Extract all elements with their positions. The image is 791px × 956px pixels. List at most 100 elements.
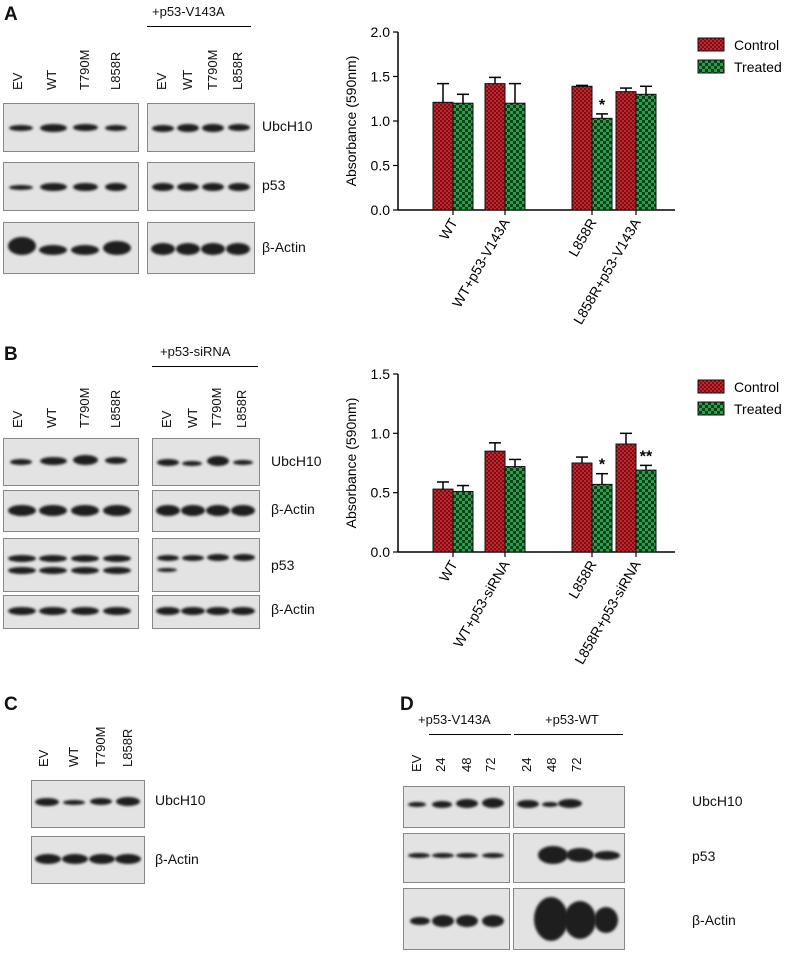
y-tick-label: 0.0 bbox=[371, 202, 391, 218]
bar-control bbox=[432, 101, 454, 211]
lane-label: L858R bbox=[108, 389, 123, 428]
blot-d-actin-left bbox=[403, 888, 510, 950]
blot-label-b-row3: p53 bbox=[271, 557, 295, 573]
bar-treated bbox=[504, 102, 526, 211]
blot-header-b: +p53-siRNA bbox=[160, 344, 231, 359]
significance-marker: * bbox=[599, 457, 606, 474]
blot-b-ubch10-right bbox=[152, 438, 260, 486]
blot-b-ubch10-left bbox=[3, 438, 139, 486]
lane-label: T790M bbox=[209, 387, 224, 428]
blot-label-c-row2: β-Actin bbox=[155, 851, 199, 867]
lane-label: L858R bbox=[234, 389, 249, 428]
lane-label: EV bbox=[154, 72, 169, 90]
blot-d-p53-left bbox=[403, 833, 510, 883]
bar-chart-b: 0.0 0.5 1.0 1.5 Absorbance (590nm) WTWT+p53-s… bbox=[343, 366, 782, 667]
significance-marker: ** bbox=[640, 448, 653, 465]
blot-header-a: +p53-V143A bbox=[152, 4, 225, 19]
blot-b-actin1-right bbox=[152, 490, 260, 532]
y-tick-label: 0.5 bbox=[371, 485, 391, 501]
blot-d-ubch10-left bbox=[403, 786, 510, 828]
blot-b-p53-right bbox=[152, 538, 260, 592]
blot-header-d-group1: +p53-V143A bbox=[418, 712, 491, 727]
blot-label-a-row2: p53 bbox=[262, 177, 286, 193]
lane-label: L858R bbox=[108, 51, 123, 90]
legend-label-treated: Treated bbox=[734, 401, 782, 417]
legend-label-treated: Treated bbox=[734, 59, 782, 75]
bar-treated bbox=[452, 490, 474, 553]
bar-treated bbox=[635, 469, 657, 553]
y-tick-label: 1.5 bbox=[371, 69, 391, 85]
x-tick-label: WT bbox=[436, 215, 461, 242]
blot-label-c-row1: UbcH10 bbox=[155, 792, 206, 808]
blot-d-p53-right bbox=[513, 833, 625, 883]
bar-control bbox=[571, 85, 593, 211]
bar-control bbox=[615, 443, 637, 553]
blot-d-actin-right bbox=[513, 888, 625, 950]
lane-label: T790M bbox=[93, 726, 108, 767]
lane-label: WT bbox=[185, 407, 200, 428]
y-tick-label: 2.0 bbox=[371, 24, 391, 40]
lane-label: EV bbox=[10, 72, 25, 90]
lane-label: WT bbox=[180, 69, 195, 90]
lane-label: 24 bbox=[519, 757, 534, 772]
bar-control bbox=[432, 488, 454, 553]
blot-a-actin-right bbox=[147, 222, 255, 274]
lane-label: L858R bbox=[230, 51, 245, 90]
blot-header-line-d-group1 bbox=[429, 734, 511, 735]
blot-label-b-row1: UbcH10 bbox=[271, 453, 322, 469]
bar-treated bbox=[591, 117, 613, 211]
x-tick-label: WT+p53-V143A bbox=[449, 215, 513, 310]
legend-swatch-control bbox=[697, 37, 725, 52]
y-tick-label: 1.5 bbox=[371, 366, 391, 382]
blot-label-b-row2: β-Actin bbox=[271, 501, 315, 517]
blot-a-ubch10-right bbox=[147, 103, 255, 152]
panel-letter-b: B bbox=[4, 344, 18, 365]
x-tick-label: L858R bbox=[565, 558, 599, 602]
blot-a-ubch10-left bbox=[3, 103, 139, 152]
blot-label-a-row3: β-Actin bbox=[262, 239, 306, 255]
panel-letter-d: D bbox=[400, 694, 414, 715]
blot-c-actin bbox=[31, 836, 145, 884]
lane-label: 24 bbox=[433, 757, 448, 772]
blot-a-p53-right bbox=[147, 162, 255, 211]
blot-label-d-row2: p53 bbox=[692, 848, 716, 864]
y-axis-label: Absorbance (590nm) bbox=[343, 56, 359, 187]
significance-marker: * bbox=[599, 97, 606, 114]
blot-header-line-a bbox=[147, 26, 251, 27]
legend-swatch-control bbox=[697, 379, 725, 394]
y-tick-label: 0.0 bbox=[371, 544, 391, 560]
blot-a-actin-left bbox=[3, 222, 139, 274]
y-tick-label: 1.0 bbox=[371, 425, 391, 441]
bar-control bbox=[484, 450, 506, 553]
lane-label: EV bbox=[159, 410, 174, 428]
blot-label-a-row1: UbcH10 bbox=[262, 118, 313, 134]
blot-a-p53-left bbox=[3, 162, 139, 211]
lane-label: WT bbox=[44, 69, 59, 90]
lane-label: T790M bbox=[77, 49, 92, 90]
blot-b-p53-left bbox=[3, 538, 139, 592]
bar-chart-a: 0.0 0.5 1.0 1.5 2.0 Absorbance (590nm) WTWT+p5… bbox=[343, 24, 782, 327]
blot-b-actin1-left bbox=[3, 490, 139, 532]
blot-d-ubch10-right bbox=[513, 786, 625, 828]
lane-label: EV bbox=[36, 749, 51, 767]
bar-treated bbox=[635, 93, 657, 211]
blot-c-ubch10 bbox=[31, 780, 145, 828]
lane-label: WT bbox=[66, 746, 81, 767]
lane-label: 48 bbox=[544, 757, 559, 772]
blot-b-actin2-left bbox=[3, 595, 139, 629]
lane-label: T790M bbox=[205, 49, 220, 90]
lane-label: 48 bbox=[459, 757, 474, 772]
bar-treated bbox=[504, 466, 526, 553]
blot-label-d-row1: UbcH10 bbox=[692, 793, 743, 809]
x-tick-label: L858R bbox=[565, 216, 599, 260]
bar-control bbox=[571, 462, 593, 553]
lane-label: EV bbox=[409, 754, 424, 772]
legend-label-control: Control bbox=[734, 37, 779, 53]
bar-treated bbox=[591, 483, 613, 553]
lane-label: T790M bbox=[77, 387, 92, 428]
y-tick-label: 0.5 bbox=[371, 158, 391, 174]
legend-label-control: Control bbox=[734, 379, 779, 395]
lane-label: 72 bbox=[483, 757, 498, 772]
lane-label: 72 bbox=[569, 757, 584, 772]
y-axis-label: Absorbance (590nm) bbox=[343, 398, 359, 529]
